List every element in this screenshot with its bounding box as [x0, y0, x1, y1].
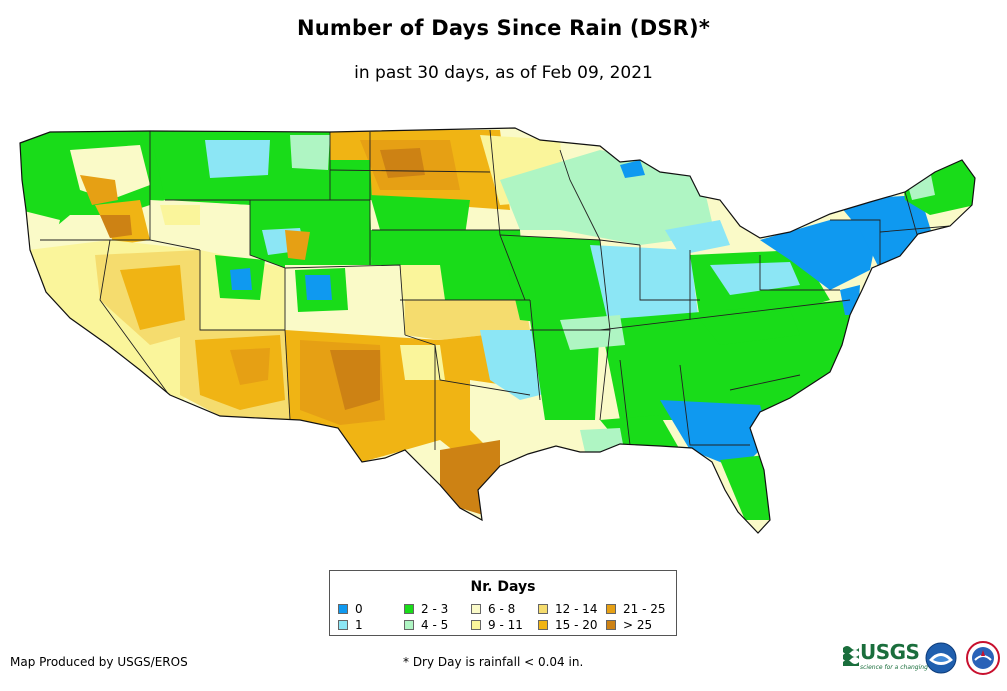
- legend-swatch: [471, 620, 481, 630]
- legend-swatch: [606, 620, 616, 630]
- legend-label: 2 - 3: [421, 602, 449, 616]
- nws-logo-icon: [966, 641, 1000, 675]
- legend: Nr. Days 0 1 2 - 3 4 - 5 6 - 8 9 - 11 12…: [329, 570, 677, 636]
- map-title: Number of Days Since Rain (DSR)*: [296, 16, 711, 40]
- legend-swatch: [338, 604, 348, 614]
- legend-swatch: [404, 604, 414, 614]
- usgs-logo-icon: [843, 646, 859, 666]
- legend-swatch: [606, 604, 616, 614]
- usgs-tagline: science for a changing world: [860, 664, 947, 671]
- agency-logos: USGS science for a changing world: [843, 638, 1007, 678]
- legend-label: 4 - 5: [421, 618, 449, 632]
- credit-text: Map Produced by USGS/EROS: [10, 655, 188, 669]
- legend-label: 6 - 8: [488, 602, 516, 616]
- legend-swatch: [338, 620, 348, 630]
- legend-label: 1: [355, 618, 363, 632]
- legend-title: Nr. Days: [470, 579, 536, 595]
- legend-item-0: 0: [338, 602, 363, 616]
- legend-item-8: 21 - 25: [606, 602, 666, 616]
- legend-item-2: 2 - 3: [404, 602, 448, 616]
- legend-item-1: 1: [338, 618, 363, 632]
- legend-item-5: 9 - 11: [471, 618, 523, 632]
- legend-label: > 25: [623, 618, 653, 632]
- legend-swatch: [538, 620, 548, 630]
- legend-swatch: [404, 620, 414, 630]
- legend-label: 0: [355, 602, 363, 616]
- us-dsr-map: [19, 127, 976, 534]
- footnote-text: * Dry Day is rainfall < 0.04 in.: [403, 655, 584, 669]
- legend-label: 21 - 25: [623, 602, 666, 616]
- legend-item-9: > 25: [606, 618, 652, 632]
- legend-swatch: [538, 604, 548, 614]
- legend-label: 15 - 20: [555, 618, 598, 632]
- legend-item-3: 4 - 5: [404, 618, 448, 632]
- legend-item-7: 15 - 20: [538, 618, 598, 632]
- legend-item-6: 12 - 14: [538, 602, 598, 616]
- legend-label: 12 - 14: [555, 602, 598, 616]
- legend-item-4: 6 - 8: [471, 602, 515, 616]
- map-subtitle: in past 30 days, as of Feb 09, 2021: [354, 63, 653, 83]
- legend-label: 9 - 11: [488, 618, 523, 632]
- noaa-logo-icon: [925, 642, 957, 674]
- legend-swatch: [471, 604, 481, 614]
- usgs-wordmark: USGS: [860, 640, 920, 664]
